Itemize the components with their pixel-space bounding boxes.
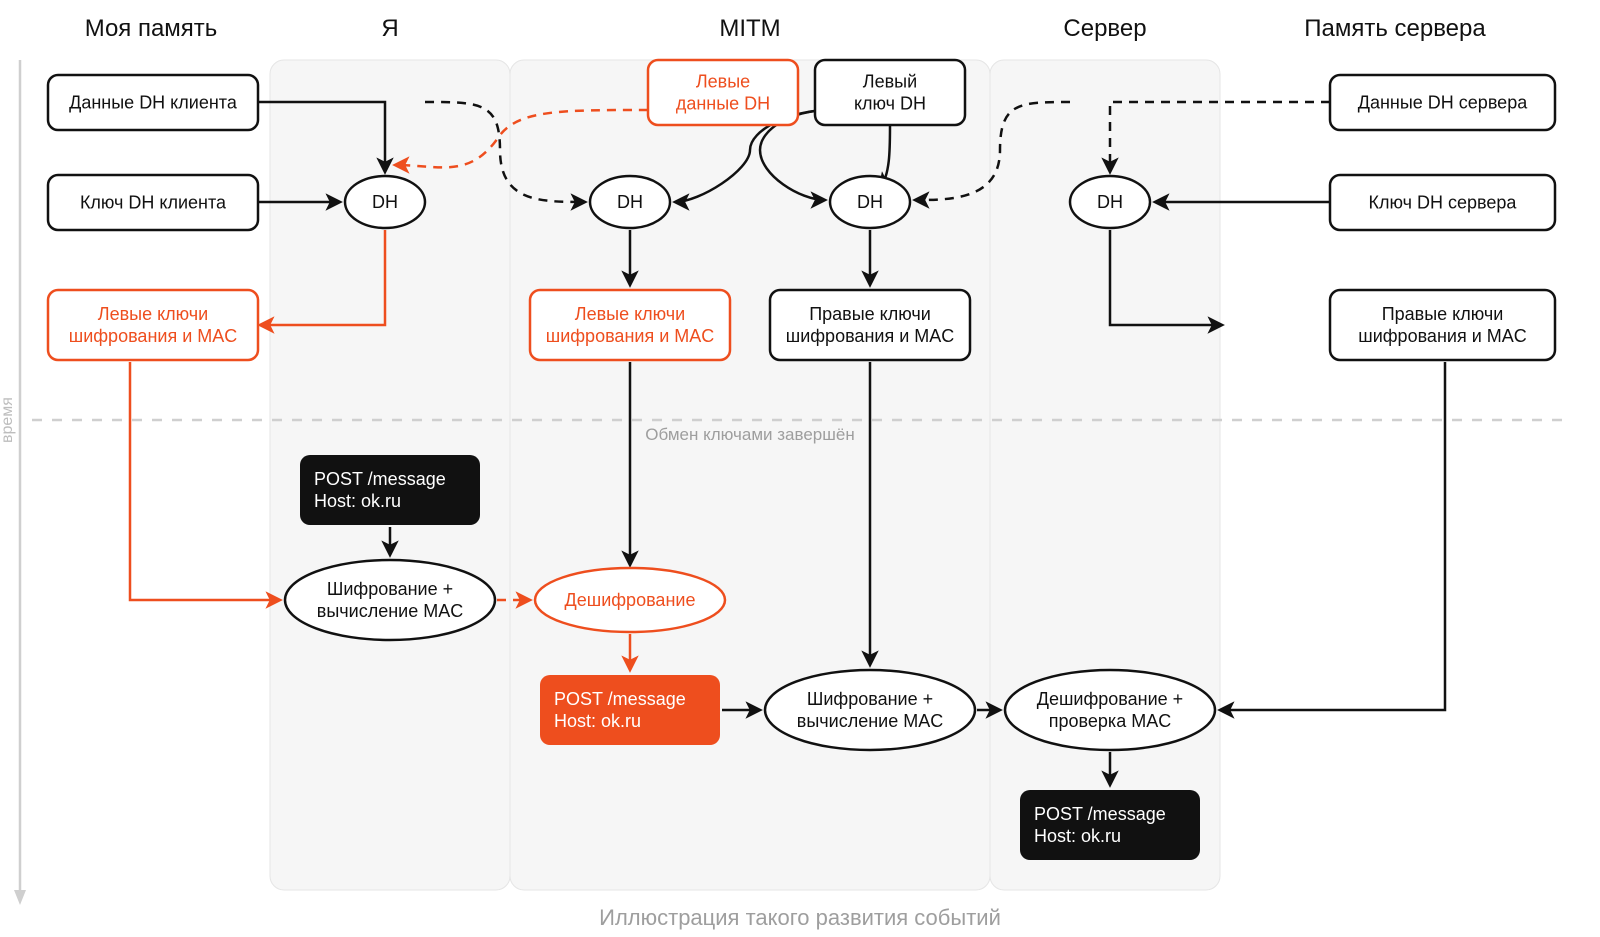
diagram-canvas: Обмен ключами завершён время Моя память Я…: [0, 0, 1600, 937]
lane-mitm: [510, 60, 990, 890]
n_keys_srv-label-0: Правые ключи: [1382, 304, 1504, 324]
n_post_me-label-0: POST /message: [314, 469, 446, 489]
n_post_mitm-label-1: Host: ok.ru: [554, 711, 641, 731]
lane-header-mitm: MITM: [719, 15, 780, 42]
n_dec_srv-label-1: проверка MAC: [1049, 711, 1171, 731]
n_post_me: POST /messageHost: ok.ru: [300, 455, 480, 525]
n_dh_right-label-0: DH: [857, 192, 883, 212]
n_dec_srv-label-0: Дешифрование +: [1037, 689, 1183, 709]
n_keys_srv: Правые ключишифрования и MAC: [1330, 290, 1555, 360]
lane-header-my_memory: Моя память: [85, 15, 218, 42]
caption: Иллюстрация такого развития событий: [599, 905, 1001, 930]
n_client_dh_data: Данные DH клиента: [48, 75, 258, 130]
n_server_dh_key: Ключ DH сервера: [1330, 175, 1555, 230]
n_keys_me: Левые ключишифрования и MAC: [48, 290, 258, 360]
n_post_mitm-label-0: POST /message: [554, 689, 686, 709]
n_post_srv-label-0: POST /message: [1034, 804, 1166, 824]
n_client_dh_key-label-0: Ключ DH клиента: [80, 193, 227, 213]
n_enc_right-label-1: вычисление MAC: [797, 711, 943, 731]
n_left_fake_dh-label-1: данные DH: [676, 94, 770, 114]
n_dh_srv: DH: [1070, 176, 1150, 228]
edge-22: [1220, 362, 1445, 710]
n_left_fake_dh-label-0: Левые: [696, 72, 750, 92]
n_keys_left: Левые ключишифрования и MAC: [530, 290, 730, 360]
n_keys_left-label-0: Левые ключи: [575, 304, 685, 324]
n_keys_right: Правые ключишифрования и MAC: [770, 290, 970, 360]
n_keys_right-label-1: шифрования и MAC: [786, 326, 955, 346]
n_dh_me-label-0: DH: [372, 192, 398, 212]
lane-header-srv_memory: Память сервера: [1304, 15, 1486, 42]
n_dh_left-label-0: DH: [617, 192, 643, 212]
n_enc_me-label-0: Шифрование +: [327, 579, 453, 599]
lane-header-server: Сервер: [1063, 15, 1146, 42]
n_post_srv-label-1: Host: ok.ru: [1034, 826, 1121, 846]
time-axis-label: время: [0, 397, 16, 443]
n_keys_me-label-0: Левые ключи: [98, 304, 208, 324]
n_post_srv: POST /messageHost: ok.ru: [1020, 790, 1200, 860]
n_server_dh_key-label-0: Ключ DH сервера: [1369, 193, 1518, 213]
n_keys_right-label-0: Правые ключи: [809, 304, 931, 324]
n_dh_me: DH: [345, 176, 425, 228]
n_enc_me-label-1: вычисление MAC: [317, 601, 463, 621]
n_client_dh_data-label-0: Данные DH клиента: [69, 93, 238, 113]
n_keys_srv-label-1: шифрования и MAC: [1358, 326, 1527, 346]
n_dec_mitm-label-0: Дешифрование: [565, 590, 696, 610]
n_dh_srv-label-0: DH: [1097, 192, 1123, 212]
n_enc_me: Шифрование +вычисление MAC: [285, 560, 495, 640]
lane-headers: Моя память Я MITM Сервер Память сервера: [85, 15, 1487, 42]
n_left_fake_dh: Левыеданные DH: [648, 60, 798, 125]
n_left_key_dh: Левыйключ DH: [815, 60, 965, 125]
n_client_dh_key: Ключ DH клиента: [48, 175, 258, 230]
n_enc_right: Шифрование +вычисление MAC: [765, 670, 975, 750]
n_enc_right-label-0: Шифрование +: [807, 689, 933, 709]
edge-14: [130, 362, 280, 600]
n_server_dh_data-label-0: Данные DH сервера: [1358, 93, 1528, 113]
n_dec_mitm: Дешифрование: [535, 568, 725, 632]
n_dh_left: DH: [590, 176, 670, 228]
lane-header-me: Я: [381, 15, 398, 42]
n_keys_me-label-1: шифрования и MAC: [69, 326, 238, 346]
n_dh_right: DH: [830, 176, 910, 228]
n_dec_srv: Дешифрование +проверка MAC: [1005, 670, 1215, 750]
n_post_me-label-1: Host: ok.ru: [314, 491, 401, 511]
n_left_key_dh-label-0: Левый: [863, 72, 917, 92]
time-axis: время: [0, 60, 26, 905]
n_post_mitm: POST /messageHost: ok.ru: [540, 675, 720, 745]
n_left_key_dh-label-1: ключ DH: [854, 94, 926, 114]
n_server_dh_data: Данные DH сервера: [1330, 75, 1555, 130]
phase-divider-label: Обмен ключами завершён: [645, 425, 854, 444]
n_keys_left-label-1: шифрования и MAC: [546, 326, 715, 346]
